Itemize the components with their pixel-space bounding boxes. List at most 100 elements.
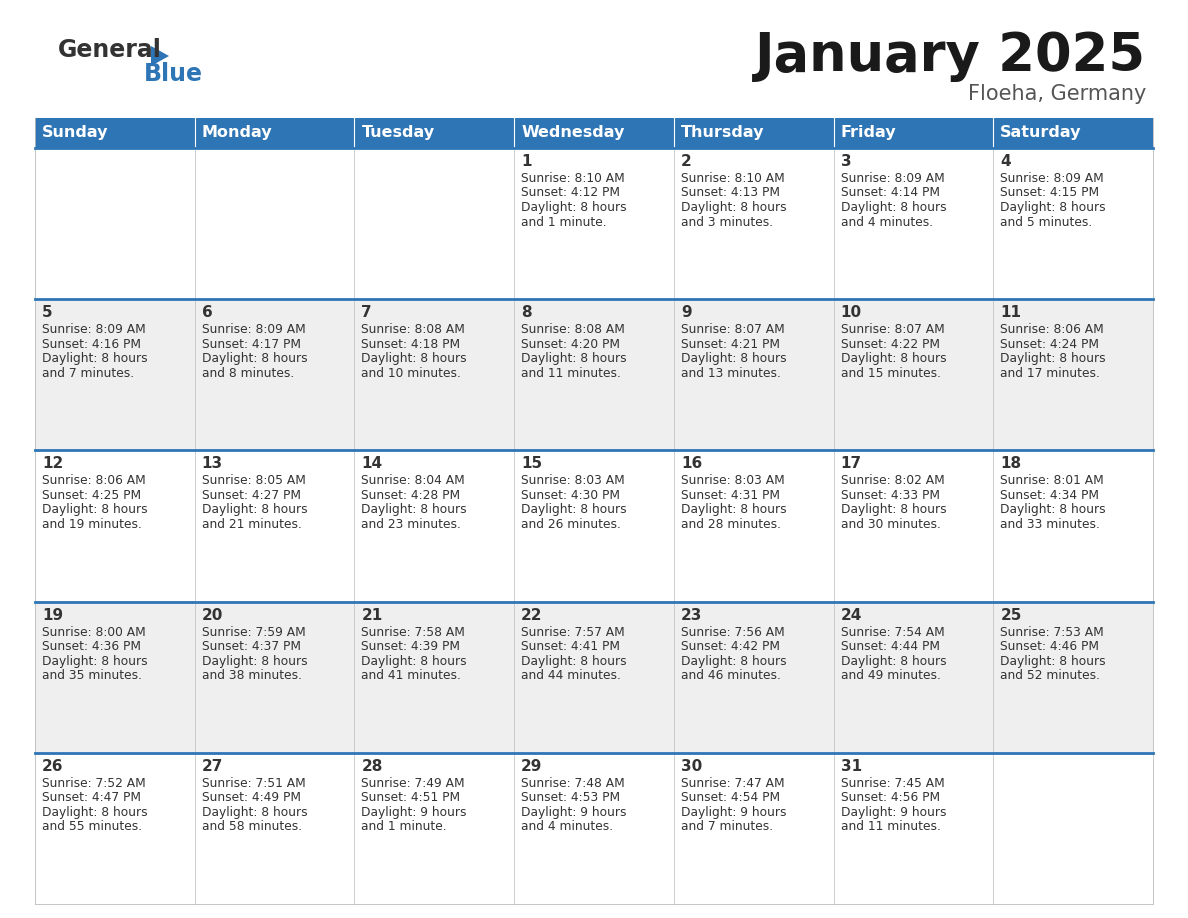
Text: Sunrise: 8:03 AM: Sunrise: 8:03 AM [522,475,625,487]
Text: Daylight: 8 hours: Daylight: 8 hours [681,655,786,667]
Text: Sunset: 4:46 PM: Sunset: 4:46 PM [1000,640,1099,653]
Text: Sunset: 4:54 PM: Sunset: 4:54 PM [681,791,781,804]
Text: Sunrise: 8:07 AM: Sunrise: 8:07 AM [841,323,944,336]
Bar [195,299,354,451]
Text: Sunrise: 8:04 AM: Sunrise: 8:04 AM [361,475,466,487]
Text: Daylight: 8 hours: Daylight: 8 hours [1000,655,1106,667]
Text: Sunset: 4:14 PM: Sunset: 4:14 PM [841,186,940,199]
Text: 23: 23 [681,608,702,622]
Text: 1: 1 [522,154,532,169]
Text: and 46 minutes.: and 46 minutes. [681,669,781,682]
Text: Daylight: 8 hours: Daylight: 8 hours [841,503,946,517]
Text: Thursday: Thursday [681,126,764,140]
Text: 20: 20 [202,608,223,622]
Text: 31: 31 [841,759,861,774]
Text: and 21 minutes.: and 21 minutes. [202,518,302,531]
Text: Daylight: 9 hours: Daylight: 9 hours [681,806,786,819]
Text: Daylight: 8 hours: Daylight: 8 hours [202,503,308,517]
Bar [34,601,195,753]
Text: Sunrise: 7:57 AM: Sunrise: 7:57 AM [522,625,625,639]
Text: and 4 minutes.: and 4 minutes. [522,821,613,834]
Text: and 30 minutes.: and 30 minutes. [841,518,941,531]
Bar [993,148,1154,299]
Bar [674,148,834,299]
Text: Sunset: 4:47 PM: Sunset: 4:47 PM [42,791,141,804]
Text: Daylight: 8 hours: Daylight: 8 hours [42,655,147,667]
Bar [34,753,195,904]
Bar [674,753,834,904]
Text: and 17 minutes.: and 17 minutes. [1000,366,1100,380]
Text: Sunrise: 8:09 AM: Sunrise: 8:09 AM [42,323,146,336]
Text: and 13 minutes.: and 13 minutes. [681,366,781,380]
Bar [993,753,1154,904]
Text: Daylight: 8 hours: Daylight: 8 hours [522,655,627,667]
Text: and 8 minutes.: and 8 minutes. [202,366,293,380]
Text: Daylight: 8 hours: Daylight: 8 hours [42,503,147,517]
Text: 30: 30 [681,759,702,774]
Text: and 23 minutes.: and 23 minutes. [361,518,461,531]
Text: 29: 29 [522,759,543,774]
Bar [834,299,993,451]
Text: 13: 13 [202,456,223,472]
Text: Sunrise: 8:10 AM: Sunrise: 8:10 AM [681,172,784,185]
Text: Sunset: 4:31 PM: Sunset: 4:31 PM [681,489,779,502]
Text: Daylight: 9 hours: Daylight: 9 hours [841,806,946,819]
Text: 24: 24 [841,608,862,622]
Text: 22: 22 [522,608,543,622]
Text: Sunrise: 7:49 AM: Sunrise: 7:49 AM [361,777,465,789]
Text: Daylight: 8 hours: Daylight: 8 hours [361,353,467,365]
Text: Sunrise: 8:06 AM: Sunrise: 8:06 AM [1000,323,1104,336]
Text: and 1 minute.: and 1 minute. [361,821,447,834]
Text: Sunset: 4:37 PM: Sunset: 4:37 PM [202,640,301,653]
Text: Sunset: 4:30 PM: Sunset: 4:30 PM [522,489,620,502]
Text: Daylight: 9 hours: Daylight: 9 hours [522,806,626,819]
Text: Wednesday: Wednesday [522,126,625,140]
Text: 4: 4 [1000,154,1011,169]
Text: and 49 minutes.: and 49 minutes. [841,669,941,682]
Text: and 7 minutes.: and 7 minutes. [681,821,773,834]
Text: Daylight: 8 hours: Daylight: 8 hours [841,201,946,214]
Text: and 33 minutes.: and 33 minutes. [1000,518,1100,531]
Text: Sunset: 4:20 PM: Sunset: 4:20 PM [522,338,620,351]
Text: Sunset: 4:24 PM: Sunset: 4:24 PM [1000,338,1099,351]
Text: 8: 8 [522,305,532,320]
Text: 26: 26 [42,759,63,774]
Text: Daylight: 8 hours: Daylight: 8 hours [681,353,786,365]
Text: 2: 2 [681,154,691,169]
Text: and 15 minutes.: and 15 minutes. [841,366,941,380]
Bar [354,601,514,753]
Text: 21: 21 [361,608,383,622]
Text: and 7 minutes.: and 7 minutes. [42,366,134,380]
Bar [354,118,514,148]
Text: and 55 minutes.: and 55 minutes. [42,821,143,834]
Text: 5: 5 [42,305,52,320]
Bar [993,118,1154,148]
Bar [34,118,195,148]
Text: Daylight: 8 hours: Daylight: 8 hours [202,806,308,819]
Text: and 41 minutes.: and 41 minutes. [361,669,461,682]
Text: Sunset: 4:15 PM: Sunset: 4:15 PM [1000,186,1099,199]
Text: 15: 15 [522,456,542,472]
Text: 10: 10 [841,305,861,320]
Text: Floeha, Germany: Floeha, Germany [967,84,1146,104]
Text: Sunrise: 7:52 AM: Sunrise: 7:52 AM [42,777,146,789]
Text: January 2025: January 2025 [756,30,1146,82]
Text: and 52 minutes.: and 52 minutes. [1000,669,1100,682]
Text: Sunrise: 8:09 AM: Sunrise: 8:09 AM [1000,172,1104,185]
Text: Daylight: 8 hours: Daylight: 8 hours [841,655,946,667]
Text: Sunset: 4:34 PM: Sunset: 4:34 PM [1000,489,1099,502]
Text: Sunset: 4:44 PM: Sunset: 4:44 PM [841,640,940,653]
Text: Daylight: 8 hours: Daylight: 8 hours [1000,201,1106,214]
Text: 6: 6 [202,305,213,320]
Text: Friday: Friday [841,126,896,140]
Bar [834,601,993,753]
Bar [674,451,834,601]
Bar [195,753,354,904]
Text: Saturday: Saturday [1000,126,1082,140]
Text: Sunrise: 8:05 AM: Sunrise: 8:05 AM [202,475,305,487]
Text: and 26 minutes.: and 26 minutes. [522,518,621,531]
Text: Sunset: 4:36 PM: Sunset: 4:36 PM [42,640,141,653]
Bar [514,753,674,904]
Text: Daylight: 9 hours: Daylight: 9 hours [361,806,467,819]
Bar [195,601,354,753]
